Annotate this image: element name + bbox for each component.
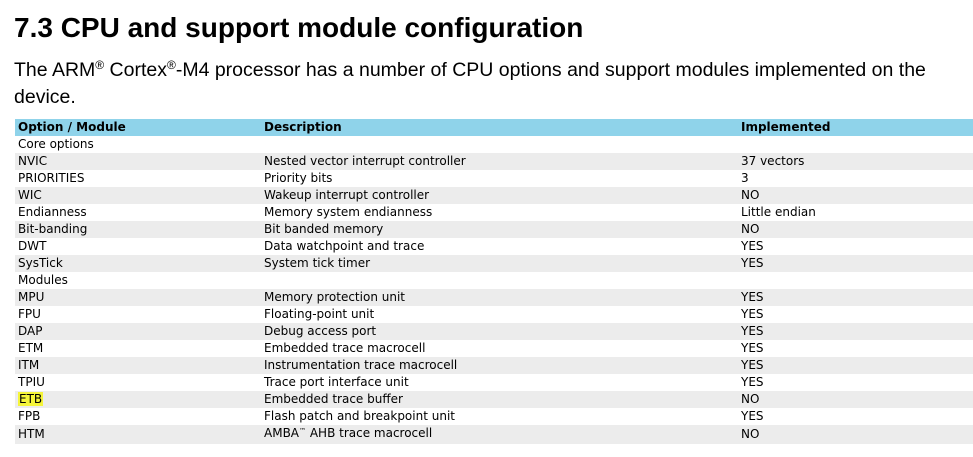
table-row: ITM Instrumentation trace macrocell YES [15, 357, 973, 374]
implemented-cell: YES [741, 307, 764, 321]
trademark-mark: ™ [299, 427, 307, 435]
intro-text-part2: Cortex [104, 59, 167, 81]
implemented-cell: YES [741, 358, 764, 372]
description-cell: AMBA™ AHB trace macrocell [261, 425, 738, 444]
option-cell: Modules [18, 273, 68, 287]
implemented-cell: 37 vectors [741, 154, 805, 168]
description-cell: Flash patch and breakpoint unit [264, 409, 455, 423]
description-cell: Priority bits [264, 171, 333, 185]
table-row: FPB Flash patch and breakpoint unit YES [15, 408, 973, 425]
description-cell [261, 272, 738, 289]
intro-paragraph: The ARM® Cortex®-M4 processor has a numb… [14, 58, 969, 110]
implemented-cell: YES [741, 375, 764, 389]
option-cell: PRIORITIES [18, 171, 85, 185]
description-text: AMBA [264, 426, 300, 440]
description-cell: Debug access port [264, 324, 377, 338]
column-header-description: Description [264, 120, 342, 134]
table-row: SysTick System tick timer YES [15, 255, 973, 272]
option-cell: ETB [15, 391, 261, 408]
implemented-cell: NO [741, 392, 760, 406]
description-text-rest: AHB trace macrocell [306, 426, 433, 440]
section-heading: 7.3 CPU and support module configuration [14, 12, 584, 43]
implemented-cell: YES [741, 409, 764, 423]
table-header-row: Option / Module Description Implemented [15, 119, 973, 136]
option-cell: Endianness [18, 205, 87, 219]
implemented-cell: YES [741, 239, 764, 253]
description-cell: System tick timer [264, 256, 371, 270]
table-row: NVIC Nested vector interrupt controller … [15, 153, 973, 170]
table-row: Bit-banding Bit banded memory NO [15, 221, 973, 238]
table-row: ETB Embedded trace buffer NO [15, 391, 973, 408]
option-cell: SysTick [18, 256, 63, 270]
table-row: Core options [15, 136, 973, 153]
table-row: Endianness Memory system endianness Litt… [15, 204, 973, 221]
table-row: DAP Debug access port YES [15, 323, 973, 340]
table-row: DWT Data watchpoint and trace YES [15, 238, 973, 255]
description-cell: Bit banded memory [264, 222, 384, 236]
description-cell [261, 136, 738, 153]
option-cell: Core options [18, 137, 94, 151]
registered-mark: ® [166, 58, 176, 72]
description-cell: Wakeup interrupt controller [264, 188, 430, 202]
implemented-cell [738, 136, 973, 153]
implemented-cell: Little endian [741, 205, 816, 219]
registered-mark: ® [95, 58, 105, 72]
description-cell: Embedded trace buffer [264, 392, 403, 406]
implemented-cell: NO [741, 427, 760, 441]
implemented-cell: YES [741, 290, 764, 304]
option-cell: ETM [18, 341, 44, 355]
description-cell: Embedded trace macrocell [264, 341, 426, 355]
option-cell: MPU [18, 290, 45, 304]
column-header-implemented: Implemented [741, 120, 831, 134]
implemented-cell: YES [741, 324, 764, 338]
table-row: MPU Memory protection unit YES [15, 289, 973, 306]
intro-text-part1: The ARM [14, 59, 96, 81]
implemented-cell: YES [741, 341, 764, 355]
highlighted-option-text: ETB [18, 392, 44, 406]
table-row: FPU Floating-point unit YES [15, 306, 973, 323]
option-cell: TPIU [18, 375, 45, 389]
option-cell: FPU [18, 307, 41, 321]
option-cell: NVIC [18, 154, 48, 168]
implemented-cell: YES [741, 256, 764, 270]
description-cell: Floating-point unit [264, 307, 375, 321]
column-header-option: Option / Module [18, 120, 126, 134]
implemented-cell: NO [741, 222, 760, 236]
description-cell: Data watchpoint and trace [264, 239, 425, 253]
option-cell: WIC [18, 188, 42, 202]
option-cell: ITM [18, 358, 40, 372]
option-cell: DAP [18, 324, 43, 338]
implemented-cell: NO [741, 188, 760, 202]
option-cell: FPB [18, 409, 41, 423]
table-row: HTM AMBA™ AHB trace macrocell NO [15, 425, 973, 444]
description-cell: Memory system endianness [264, 205, 433, 219]
description-cell: Memory protection unit [264, 290, 405, 304]
table-row: Modules [15, 272, 973, 289]
option-cell: HTM [18, 427, 45, 441]
option-cell: Bit-banding [18, 222, 88, 236]
description-cell: Nested vector interrupt controller [264, 154, 466, 168]
implemented-cell: 3 [741, 171, 749, 185]
table-row: WIC Wakeup interrupt controller NO [15, 187, 973, 204]
option-cell: DWT [18, 239, 47, 253]
description-cell: Trace port interface unit [264, 375, 409, 389]
implemented-cell [738, 272, 973, 289]
description-cell: Instrumentation trace macrocell [264, 358, 458, 372]
intro-text-part3: -M4 processor has a number of CPU option… [14, 59, 926, 108]
table-row: TPIU Trace port interface unit YES [15, 374, 973, 391]
table-row: ETM Embedded trace macrocell YES [15, 340, 973, 357]
cpu-module-table: Option / Module Description Implemented … [15, 119, 973, 444]
table-row: PRIORITIES Priority bits 3 [15, 170, 973, 187]
